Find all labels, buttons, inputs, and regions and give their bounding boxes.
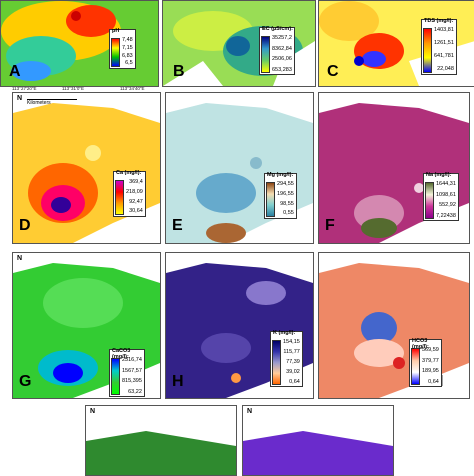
map-panel-c: C TDS (mg/l): 1403,81 1261,51 641,781 22…: [318, 0, 474, 87]
legend-value: 653,283: [272, 66, 292, 73]
legend-value: 294,55: [277, 181, 294, 187]
legend-bar-h: [272, 340, 281, 385]
legend-value: 1098,61: [436, 191, 456, 198]
legend-title-e: Mg (mg/l):: [267, 172, 294, 178]
legend-bar-e: [266, 182, 275, 217]
panel-label-h: H: [172, 373, 184, 390]
map-panel-k: N: [242, 405, 394, 476]
map-panel-a: A pH 7,48 7,15 6,83 6,5: [0, 0, 159, 87]
legend-value: 0,64: [428, 378, 439, 385]
legend-g: CaCO3 (mg/l): 2316,74 1567,57 815,395 63…: [109, 348, 145, 397]
legend-f: Na (mg/l): 1644,31 1098,61 552,92 7,2243…: [423, 172, 459, 221]
legend-value: 1403,81: [434, 27, 454, 33]
legend-value: 2316,74: [122, 357, 142, 363]
legend-bar-c: [423, 28, 432, 73]
legend-a: pH 7,48 7,15 6,83 6,5: [109, 28, 136, 69]
legend-value: 77,39: [286, 358, 300, 365]
panel-label-a: A: [9, 63, 21, 80]
legend-title-h: K (mg/l):: [273, 330, 296, 336]
legend-value: 7,22438: [436, 212, 456, 219]
legend-value: 2506,06: [272, 56, 292, 62]
legend-value: 552,92: [439, 202, 456, 208]
legend-c: TDS (mg/l): 1403,81 1261,51 641,781 22,0…: [421, 18, 457, 75]
legend-value: 569,59: [422, 347, 439, 353]
panel-label-g: G: [19, 373, 32, 390]
legend-value: 0,64: [289, 378, 300, 385]
legend-value: 92,47: [129, 198, 143, 205]
north-arrow: N: [17, 95, 23, 102]
map-panel-f: F Na (mg/l): 1644,31 1098,61 552,92 7,22…: [318, 92, 470, 244]
map-k: [243, 406, 393, 475]
legend-value: 154,15: [283, 339, 300, 345]
legend-value: 35257,2: [272, 35, 292, 41]
legend-value: 8362,84: [272, 45, 292, 52]
legend-title-b: EC (µS/cm):: [262, 26, 293, 32]
hco3-map: [319, 253, 469, 398]
legend-value: 6,83: [122, 52, 133, 59]
legend-bar-d: [115, 180, 124, 215]
legend-e: Mg (mg/l): 294,55 196,55 98,55 0,55: [264, 172, 297, 219]
legend-h: K (mg/l): 154,15 115,77 77,39 39,02 0,64: [270, 330, 303, 387]
lon-tick: 113°27'20"E: [12, 86, 37, 91]
mg-map: [166, 93, 313, 243]
map-panel-g: N G CaCO3 (mg/l): 2316,74 1567,57 815,39…: [12, 252, 161, 399]
panel-label-b: B: [173, 63, 185, 80]
panel-label-d: D: [19, 217, 31, 234]
panel-label-f: F: [325, 217, 335, 234]
legend-value: 1567,57: [122, 367, 142, 374]
legend-b: EC (µS/cm): 35257,2 8362,84 2506,06 653,…: [259, 26, 295, 75]
legend-value: 98,55: [280, 200, 294, 207]
map-panel-d: N Kilometers D Ca (mg/l): 369,4 218,09 9…: [12, 92, 161, 244]
legend-title-a: pH: [112, 28, 120, 34]
north-arrow: N: [90, 408, 96, 415]
legend-value: 22,048: [437, 66, 454, 73]
legend-bar-f: [425, 182, 434, 219]
map-panel-i: I HCO3 (mg/l): 569,59 379,77 189,95 0,64: [318, 252, 470, 399]
legend-bar-a: [111, 38, 120, 67]
legend-value: 6,5: [125, 60, 133, 67]
legend-title-c: TDS (mg/l):: [424, 18, 454, 24]
north-arrow: N: [247, 408, 253, 415]
legend-title-g: CaCO3 (mg/l):: [112, 348, 131, 360]
map-panel-h: H K (mg/l): 154,15 115,77 77,39 39,02 0,…: [165, 252, 314, 399]
legend-value: 7,48: [122, 37, 133, 43]
legend-value: 7,15: [122, 44, 133, 51]
legend-value: 39,02: [286, 368, 300, 375]
map-panel-j: N: [85, 405, 237, 476]
legend-value: 115,77: [283, 348, 300, 355]
lon-tick: 113°31'0"E: [62, 86, 84, 91]
legend-i: HCO3 (mg/l): 569,59 379,77 189,95 0,64: [409, 338, 442, 387]
lon-tick: 113°34'40"E: [120, 86, 145, 91]
map-panel-b: B EC (µS/cm): 35257,2 8362,84 2506,06 65…: [162, 0, 316, 87]
panel-label-e: E: [172, 217, 183, 234]
legend-bar-i: [411, 348, 420, 385]
ca-map: [13, 93, 160, 243]
legend-value: 0,55: [283, 210, 294, 217]
legend-value: 369,4: [129, 179, 143, 185]
panel-label-c: C: [327, 63, 339, 80]
legend-value: 218,09: [126, 188, 143, 195]
legend-value: 189,95: [422, 368, 439, 374]
legend-value: 815,395: [122, 378, 142, 384]
legend-value: 379,77: [422, 357, 439, 364]
legend-bar-b: [261, 36, 270, 73]
legend-value: 1261,51: [434, 40, 454, 47]
legend-value: 1644,31: [436, 181, 456, 187]
map-j: [86, 406, 236, 475]
legend-title-i: HCO3 (mg/l):: [412, 338, 429, 350]
legend-title-d: Ca (mg/l):: [116, 170, 142, 176]
legend-value: 641,781: [434, 53, 454, 60]
legend-bar-g: [111, 358, 120, 395]
legend-value: 196,55: [277, 190, 294, 197]
map-panel-e: E Mg (mg/l): 294,55 196,55 98,55 0,55: [165, 92, 314, 244]
legend-d: Ca (mg/l): 369,4 218,09 92,47 30,64: [113, 170, 146, 217]
legend-title-f: Na (mg/l):: [426, 172, 452, 178]
legend-value: 30,64: [129, 208, 143, 215]
north-arrow: N: [17, 255, 23, 262]
scale-bar: Kilometers: [27, 95, 77, 106]
legend-value: 63,22: [128, 388, 142, 395]
